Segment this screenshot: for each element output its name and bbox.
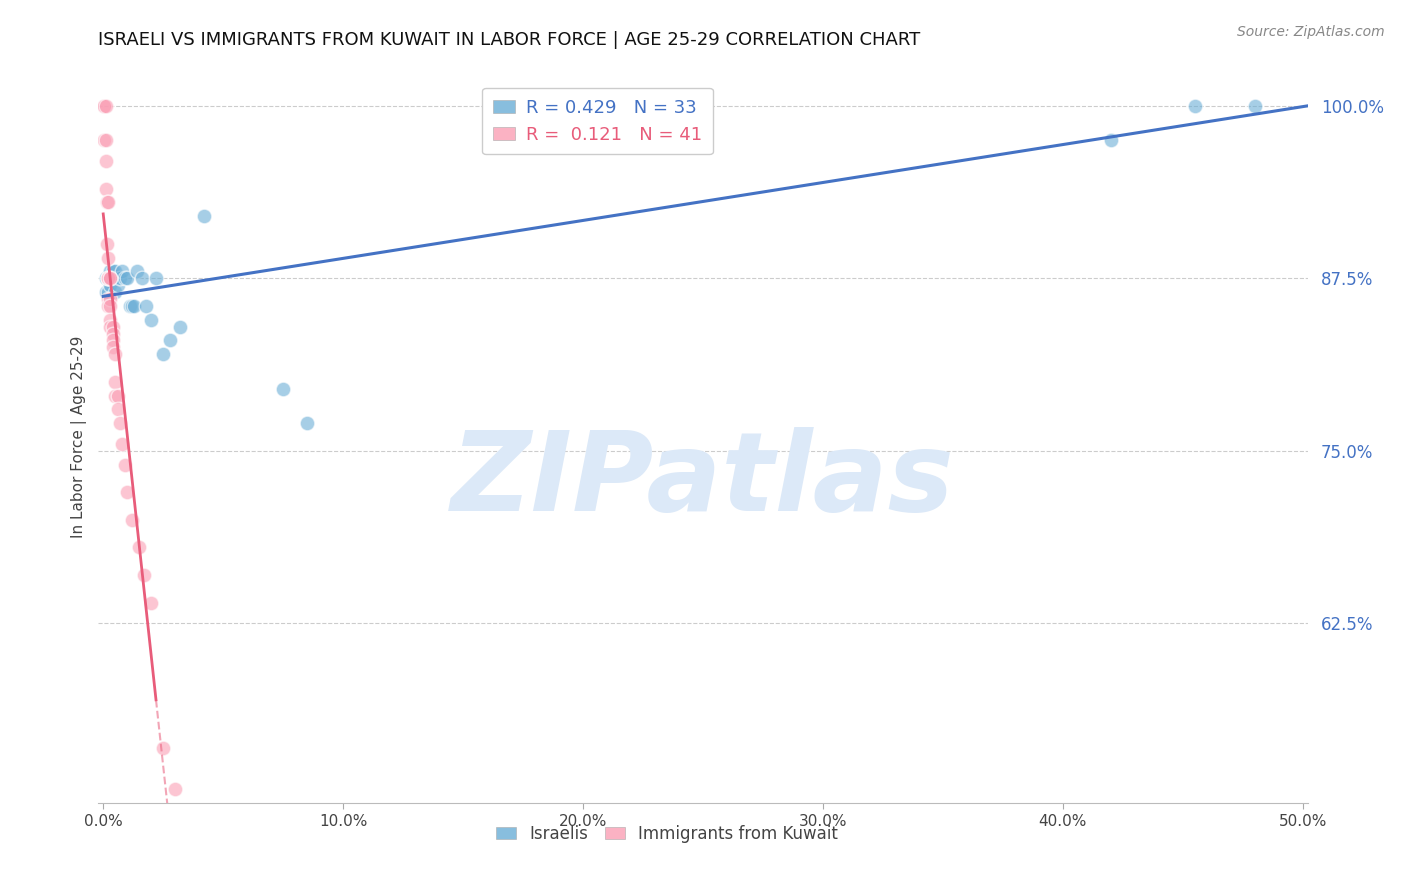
Text: ISRAELI VS IMMIGRANTS FROM KUWAIT IN LABOR FORCE | AGE 25-29 CORRELATION CHART: ISRAELI VS IMMIGRANTS FROM KUWAIT IN LAB… bbox=[98, 31, 921, 49]
Point bbox=[94, 99, 117, 113]
Legend: Israelis, Immigrants from Kuwait: Israelis, Immigrants from Kuwait bbox=[489, 818, 845, 849]
Point bbox=[104, 285, 127, 300]
Point bbox=[101, 264, 124, 278]
Point bbox=[121, 513, 143, 527]
Point bbox=[104, 375, 127, 389]
Point bbox=[295, 417, 318, 431]
Point bbox=[141, 596, 163, 610]
Point bbox=[100, 271, 122, 285]
Point bbox=[94, 285, 117, 300]
Point bbox=[1184, 99, 1206, 113]
Point bbox=[114, 458, 136, 472]
Point bbox=[193, 209, 215, 223]
Point bbox=[104, 389, 127, 403]
Point bbox=[100, 271, 122, 285]
Point bbox=[152, 740, 174, 755]
Point bbox=[94, 182, 117, 196]
Point bbox=[124, 299, 146, 313]
Point bbox=[96, 195, 118, 210]
Point bbox=[108, 271, 131, 285]
Point bbox=[1099, 133, 1122, 147]
Point bbox=[128, 541, 150, 555]
Point bbox=[94, 271, 117, 285]
Text: ZIPatlas: ZIPatlas bbox=[451, 427, 955, 534]
Point bbox=[111, 437, 134, 451]
Point bbox=[101, 319, 124, 334]
Point bbox=[101, 340, 124, 354]
Point bbox=[101, 334, 124, 348]
Point bbox=[118, 299, 141, 313]
Point bbox=[132, 568, 155, 582]
Point bbox=[159, 334, 181, 348]
Point bbox=[104, 264, 127, 278]
Point bbox=[169, 319, 191, 334]
Text: Source: ZipAtlas.com: Source: ZipAtlas.com bbox=[1237, 25, 1385, 39]
Point bbox=[93, 133, 115, 147]
Point bbox=[1243, 99, 1265, 113]
Point bbox=[115, 271, 138, 285]
Point bbox=[135, 299, 157, 313]
Point bbox=[97, 195, 120, 210]
Point bbox=[97, 251, 120, 265]
Point bbox=[104, 347, 127, 361]
Point bbox=[97, 271, 120, 285]
Point bbox=[94, 154, 117, 169]
Point bbox=[97, 285, 120, 300]
Point bbox=[131, 271, 153, 285]
Point bbox=[100, 264, 122, 278]
Point bbox=[94, 133, 117, 147]
Point bbox=[100, 271, 122, 285]
Point bbox=[93, 99, 115, 113]
Point bbox=[93, 99, 115, 113]
Point bbox=[125, 264, 148, 278]
Point bbox=[108, 417, 131, 431]
Point bbox=[145, 271, 167, 285]
Point bbox=[114, 271, 136, 285]
Point bbox=[100, 319, 122, 334]
Point bbox=[100, 299, 122, 313]
Point bbox=[100, 312, 122, 326]
Point bbox=[100, 278, 122, 293]
Point bbox=[96, 236, 118, 251]
Point bbox=[97, 271, 120, 285]
Point bbox=[101, 271, 124, 285]
Point bbox=[107, 389, 129, 403]
Point bbox=[97, 271, 120, 285]
Point bbox=[121, 299, 143, 313]
Point bbox=[152, 347, 174, 361]
Point bbox=[107, 278, 129, 293]
Point bbox=[97, 271, 120, 285]
Point bbox=[107, 402, 129, 417]
Point bbox=[100, 292, 122, 306]
Point bbox=[111, 264, 134, 278]
Point bbox=[165, 782, 187, 797]
Y-axis label: In Labor Force | Age 25-29: In Labor Force | Age 25-29 bbox=[72, 336, 87, 538]
Point bbox=[101, 326, 124, 341]
Point bbox=[141, 312, 163, 326]
Point bbox=[97, 292, 120, 306]
Point bbox=[97, 299, 120, 313]
Point bbox=[115, 485, 138, 500]
Point bbox=[271, 382, 294, 396]
